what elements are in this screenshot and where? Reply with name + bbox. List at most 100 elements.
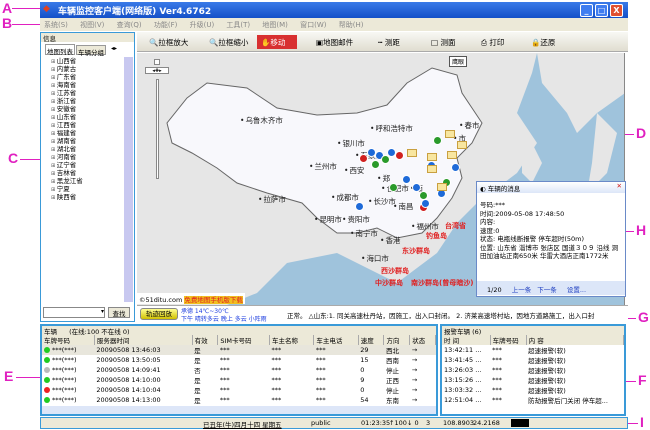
close-button[interactable]: X: [610, 4, 623, 17]
menu-upgrade[interactable]: 升级(U): [189, 21, 215, 29]
vehicle-marker-icon[interactable]: [381, 155, 390, 164]
tab-vehicle-group[interactable]: 车辆分组: [76, 45, 106, 57]
tree-scrollbar[interactable]: [124, 57, 133, 302]
province-tree-item[interactable]: ⊞ 江西省: [51, 121, 77, 129]
column-header[interactable]: SIM卡号码: [217, 335, 271, 345]
vehicle-label-icon[interactable]: [445, 130, 455, 138]
vehicle-row[interactable]: ***(***) 20090508 14:13:00 是 *** *** *** 54 东南 →: [42, 395, 436, 405]
province-tree-item[interactable]: ⊞ 内蒙古: [51, 65, 77, 73]
province-tree-item[interactable]: ⊞ 安徽省: [51, 105, 77, 113]
vehicle-marker-icon[interactable]: [412, 183, 421, 192]
alarm-row[interactable]: 13:42:11 ... *** 超速报警(软): [442, 345, 624, 355]
expand-icon[interactable]: ⊞: [51, 123, 57, 129]
measure-area-button[interactable]: □ 测面: [431, 38, 456, 47]
next-link[interactable]: 下一条: [537, 286, 557, 294]
horizontal-scrollbar[interactable]: [42, 406, 436, 414]
vehicle-marker-icon[interactable]: [433, 136, 442, 145]
restore-button[interactable]: 🔒还原: [531, 38, 556, 47]
maximize-button[interactable]: □: [595, 4, 608, 17]
expand-icon[interactable]: ⊞: [51, 67, 57, 73]
expand-icon[interactable]: ⊞: [51, 155, 57, 161]
expand-icon[interactable]: ⊞: [51, 139, 57, 145]
column-header[interactable]: 服务器时间: [94, 335, 193, 345]
column-header[interactable]: 速度: [358, 335, 385, 345]
vehicle-marker-icon[interactable]: [371, 160, 380, 169]
province-tree-item[interactable]: ⊞ 湖南省: [51, 137, 77, 145]
vehicle-row[interactable]: ***(***) 20090508 14:09:41 否 *** *** *** 0 停止 →: [42, 365, 436, 375]
province-tree-item[interactable]: ⊞ 江苏省: [51, 89, 77, 97]
province-tree-item[interactable]: ⊞ 福建省: [51, 129, 77, 137]
province-tree-item[interactable]: ⊞ 河南省: [51, 153, 77, 161]
alarm-row[interactable]: 12:51:04 ... *** 防劫报警后门关闭 停车超...: [442, 395, 624, 405]
vehicle-marker-icon[interactable]: [451, 163, 460, 172]
expand-icon[interactable]: ⊞: [51, 107, 57, 113]
column-header[interactable]: 时 间: [442, 335, 491, 345]
pan-up-icon[interactable]: [154, 59, 160, 65]
previous-link[interactable]: 上一条: [511, 286, 532, 294]
vehicle-label-icon[interactable]: [457, 141, 467, 149]
search-button[interactable]: 查找: [108, 307, 130, 318]
expand-icon[interactable]: ⊞: [51, 83, 57, 89]
expand-icon[interactable]: ⊞: [51, 163, 57, 169]
province-tree-item[interactable]: ⊞ 浙江省: [51, 97, 77, 105]
menu-system[interactable]: 系统(S): [44, 21, 68, 29]
zoom-slider[interactable]: [156, 79, 159, 179]
expand-icon[interactable]: ⊞: [51, 115, 57, 121]
vehicle-marker-icon[interactable]: [395, 151, 404, 160]
map-view[interactable]: ◂✚▸ 鹰眼 乌鲁木齐市 呼和浩特市 银川市 石家庄 兰州市 西安 郑 合肥市 …: [137, 53, 625, 305]
column-header[interactable]: 状态: [409, 335, 436, 345]
column-header[interactable]: 车主名称: [269, 335, 315, 345]
expand-icon[interactable]: ⊞: [51, 195, 57, 201]
map-mail-button[interactable]: ▣地图邮件: [316, 38, 354, 47]
column-header[interactable]: 方向: [383, 335, 411, 345]
menu-query[interactable]: 查询(Q): [116, 21, 142, 29]
search-combo[interactable]: ▾: [43, 307, 105, 318]
menu-tools[interactable]: 工具(T): [226, 21, 251, 29]
province-tree-item[interactable]: ⊞ 黑龙江省: [51, 177, 83, 185]
expand-icon[interactable]: ⊞: [51, 147, 57, 153]
alarm-row[interactable]: 13:41:45 ... *** 超速报警(软): [442, 355, 624, 365]
tab-scroll-arrows[interactable]: ◂▸: [111, 45, 118, 52]
province-tree-item[interactable]: ⊞ 吉林省: [51, 169, 77, 177]
expand-icon[interactable]: ⊞: [51, 179, 57, 185]
menu-help[interactable]: 帮助(H): [338, 21, 364, 29]
settings-link[interactable]: 设置...: [566, 286, 587, 294]
province-tree-item[interactable]: ⊞ 山东省: [51, 113, 77, 121]
province-tree-item[interactable]: ⊞ 广东省: [51, 73, 77, 81]
column-header[interactable]: 车牌号码: [42, 335, 95, 345]
popup-close-icon[interactable]: ✕: [616, 182, 622, 190]
menu-map[interactable]: 地图(M): [262, 21, 288, 29]
expand-icon[interactable]: ⊞: [51, 59, 57, 65]
expand-icon[interactable]: ⊞: [51, 131, 57, 137]
vehicle-row[interactable]: ***(***) 20090508 13:50:05 是 *** *** *** 15 西南 →: [42, 355, 436, 365]
tab-map-list[interactable]: 地图列表: [45, 44, 75, 56]
zoom-control[interactable]: ◂✚▸: [145, 59, 169, 189]
province-tree-item[interactable]: ⊞ 湖北省: [51, 145, 77, 153]
vehicle-row[interactable]: ***(***) 20090508 13:46:03 是 *** *** *** 29 西北 →: [42, 345, 436, 355]
province-tree-item[interactable]: ⊞ 宁夏: [51, 185, 70, 193]
vehicle-marker-icon[interactable]: [402, 175, 411, 184]
menu-function[interactable]: 功能(F): [153, 21, 178, 29]
menu-window[interactable]: 窗口(W): [300, 21, 327, 29]
minimize-button[interactable]: _: [580, 4, 593, 17]
pan-button[interactable]: ✋移动: [257, 35, 297, 49]
expand-icon[interactable]: ⊞: [51, 187, 57, 193]
print-button[interactable]: ⎙ 打印: [481, 38, 505, 47]
track-playback-button[interactable]: 轨迹回放: [140, 308, 178, 320]
expand-icon[interactable]: ⊞: [51, 171, 57, 177]
menu-view[interactable]: 视图(V): [80, 21, 105, 29]
column-header[interactable]: 车主电话: [313, 335, 359, 345]
province-tree-item[interactable]: ⊞ 陕西省: [51, 193, 77, 201]
expand-icon[interactable]: ⊞: [51, 75, 57, 81]
expand-icon[interactable]: ⊞: [51, 99, 57, 105]
alarm-row[interactable]: 13:26:03 ... *** 超速报警(软): [442, 365, 624, 375]
province-tree-item[interactable]: ⊞ 海南省: [51, 81, 77, 89]
vehicle-label-icon[interactable]: [437, 183, 447, 191]
pan-arrows-icon[interactable]: ◂✚▸: [145, 67, 169, 74]
vehicle-label-icon[interactable]: [407, 149, 417, 157]
zoom-in-box-button[interactable]: 🔍拉框放大: [149, 38, 189, 47]
province-tree-item[interactable]: ⊞ 山西省: [51, 57, 77, 65]
vehicle-label-icon[interactable]: [427, 153, 437, 161]
vehicle-label-icon[interactable]: [427, 165, 437, 173]
vehicle-marker-icon[interactable]: [421, 199, 430, 208]
